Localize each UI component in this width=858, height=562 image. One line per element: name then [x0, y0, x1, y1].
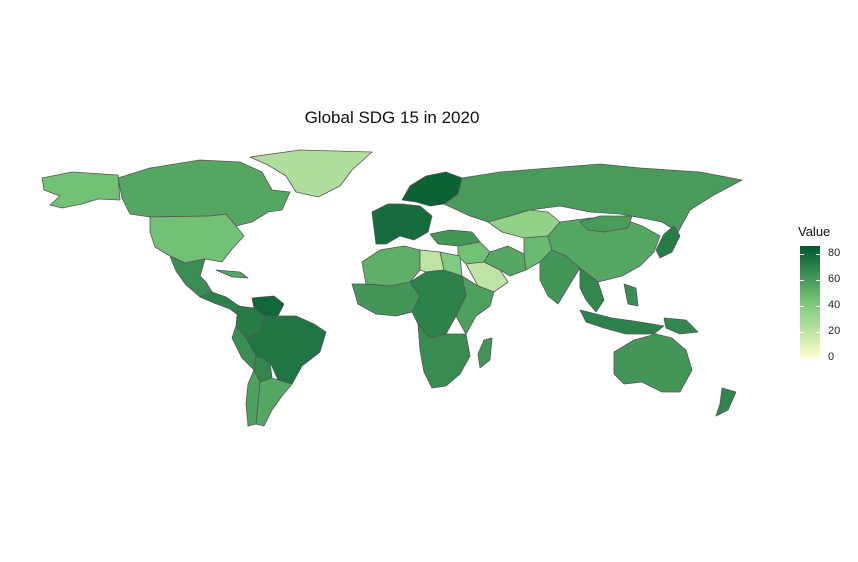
legend-tick-label: 40: [828, 298, 841, 311]
legend-tick-label: 20: [828, 324, 841, 337]
region-greenland: [249, 149, 373, 198]
map-regions: [41, 149, 743, 427]
legend-tick-mark: [800, 253, 804, 255]
legend-tick-mark: [816, 305, 820, 307]
region-southern-africa: [417, 323, 471, 389]
region-australia: [613, 333, 693, 393]
region-indonesia: [579, 309, 665, 335]
legend-tick-label: 0: [828, 351, 835, 363]
region-east-africa: [455, 275, 495, 335]
region-argentina: [255, 377, 293, 427]
region-japan: [655, 225, 681, 259]
legend: Value 80 60 40 20 0: [798, 224, 858, 363]
region-iran: [483, 245, 527, 277]
legend-tick-mark: [800, 358, 804, 359]
legend-tick-mark: [816, 331, 820, 333]
region-north-africa: [361, 245, 421, 287]
region-united-states: [149, 213, 245, 264]
legend-title: Value: [798, 224, 831, 239]
region-new-zealand: [715, 387, 737, 417]
legend-color-bar: [800, 246, 820, 358]
region-cuba: [215, 269, 249, 279]
region-madagascar: [477, 337, 493, 369]
region-central-africa: [409, 269, 467, 339]
legend-tick-label: 60: [828, 272, 841, 285]
legend-tick-mark: [816, 358, 820, 359]
legend-tick-mark: [816, 253, 820, 255]
region-west-africa: [351, 281, 421, 317]
region-alaska: [41, 171, 121, 209]
legend-tick-mark: [800, 279, 804, 281]
region-southeast-asia: [579, 267, 605, 313]
legend-tick-mark: [800, 331, 804, 333]
legend-tick-label: 80: [828, 246, 841, 259]
region-mongolia: [579, 215, 633, 233]
region-western-europe: [371, 203, 433, 245]
region-philippines: [623, 283, 639, 307]
legend-tick-mark: [816, 279, 820, 281]
region-chile: [245, 369, 261, 427]
map-title: Global SDG 15 in 2020: [304, 108, 480, 127]
legend-tick-mark: [800, 305, 804, 307]
region-papua-new-guinea: [663, 317, 699, 335]
region-mexico: [169, 255, 213, 298]
region-canada: [117, 159, 291, 227]
